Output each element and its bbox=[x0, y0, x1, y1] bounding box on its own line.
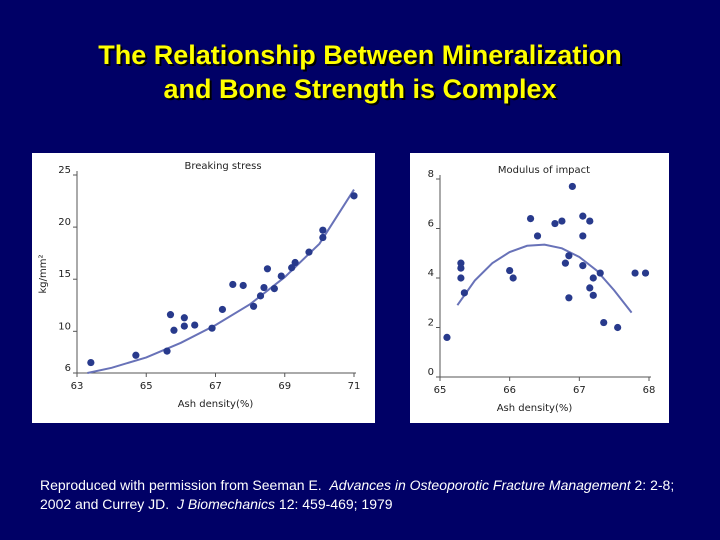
title-line-2: and Bone Strength is Complex bbox=[163, 74, 557, 104]
breaking-stress-plot: Breaking stress 6 10 15 20 25 63 65 67 69 71 Ash de… bbox=[38, 161, 361, 410]
data-point bbox=[526, 215, 535, 223]
x-tick-label: 68 bbox=[643, 385, 656, 396]
data-point bbox=[180, 322, 188, 330]
y-tick-label: 6 bbox=[428, 219, 434, 230]
x-tick-label: 66 bbox=[503, 385, 516, 396]
data-point bbox=[600, 318, 608, 327]
data-point bbox=[509, 274, 517, 282]
data-point bbox=[561, 259, 569, 267]
x-tick-label: 65 bbox=[140, 381, 153, 392]
x-tick-label: 69 bbox=[278, 381, 291, 392]
citation-ref-2: 12: 459-469; 1979 bbox=[278, 496, 393, 512]
x-tick-label: 67 bbox=[209, 381, 222, 392]
chart-title: Modulus of impact bbox=[498, 165, 590, 176]
data-point bbox=[277, 272, 285, 280]
data-point bbox=[631, 269, 639, 277]
x-axis-label: Ash density(%) bbox=[497, 403, 573, 414]
data-point bbox=[579, 212, 587, 220]
data-point bbox=[218, 305, 227, 314]
data-point bbox=[565, 294, 573, 302]
trend-curve bbox=[456, 243, 633, 314]
citation-prefix: Reproduced with permission from Seeman E… bbox=[40, 477, 322, 493]
data-point bbox=[586, 284, 594, 292]
data-point bbox=[596, 269, 604, 277]
data-point bbox=[443, 333, 451, 341]
x-axis-label: Ash density(%) bbox=[178, 399, 254, 410]
y-tick-label: 0 bbox=[428, 367, 434, 378]
citation-journal-2: J Biomechanics bbox=[176, 496, 276, 512]
data-point bbox=[319, 226, 327, 234]
data-point bbox=[589, 291, 597, 299]
y-tick-label: 6 bbox=[65, 363, 71, 374]
data-point bbox=[87, 358, 95, 367]
citation-journal-1: Advances in Osteoporotic Fracture Manage… bbox=[329, 477, 631, 493]
data-point bbox=[291, 258, 299, 267]
data-point bbox=[568, 182, 576, 191]
data-point bbox=[579, 232, 587, 240]
data-point bbox=[249, 302, 258, 310]
data-point bbox=[533, 232, 542, 240]
y-tick-label: 15 bbox=[58, 269, 71, 280]
x-tick-label: 63 bbox=[71, 381, 84, 392]
chart-title: Breaking stress bbox=[184, 161, 261, 172]
x-tick-label: 71 bbox=[348, 381, 361, 392]
data-point bbox=[229, 280, 237, 289]
data-point bbox=[350, 192, 358, 200]
data-point bbox=[170, 326, 178, 334]
data-point bbox=[551, 219, 559, 228]
y-tick-label: 25 bbox=[58, 165, 71, 176]
trend-curve bbox=[87, 189, 355, 374]
data-point bbox=[263, 265, 272, 273]
data-point bbox=[288, 264, 296, 272]
data-point bbox=[319, 233, 327, 242]
data-point bbox=[614, 323, 622, 332]
citation: Reproduced with permission from Seeman E… bbox=[40, 476, 680, 514]
data-point bbox=[579, 262, 587, 270]
data-point bbox=[305, 248, 313, 256]
data-point bbox=[558, 217, 566, 225]
title-line-1: The Relationship Between Mineralization bbox=[98, 40, 622, 70]
slide-title: The Relationship Between Mineralization … bbox=[30, 38, 690, 106]
data-point bbox=[506, 266, 514, 275]
data-point bbox=[460, 289, 468, 297]
data-point bbox=[163, 347, 171, 355]
data-point bbox=[565, 252, 573, 260]
data-point bbox=[586, 217, 594, 225]
data-point bbox=[270, 284, 278, 293]
y-tick-label: 4 bbox=[428, 268, 434, 279]
citation-ref-1: 2: 2-8; 2002 and Currey JD. bbox=[40, 477, 675, 512]
data-point bbox=[641, 269, 650, 277]
data-point bbox=[239, 281, 247, 290]
modulus-of-impact-chart: Modulus of impact 0 2 4 6 8 65 66 67 68 Ash densit… bbox=[410, 153, 669, 423]
data-point bbox=[180, 314, 188, 322]
data-point bbox=[208, 324, 216, 332]
data-point bbox=[457, 259, 465, 267]
data-point bbox=[457, 264, 465, 272]
y-tick-label: 20 bbox=[58, 217, 71, 228]
y-tick-label: 10 bbox=[58, 321, 71, 332]
data-point bbox=[166, 311, 175, 319]
data-point bbox=[260, 283, 268, 292]
y-tick-label: 8 bbox=[428, 169, 434, 180]
data-point bbox=[589, 274, 597, 282]
y-axis-label: kg/mm² bbox=[38, 255, 49, 294]
data-point bbox=[256, 292, 265, 300]
data-point bbox=[457, 274, 465, 282]
x-tick-label: 65 bbox=[434, 385, 447, 396]
data-point bbox=[191, 321, 199, 329]
breaking-stress-chart: Breaking stress 6 10 15 20 25 63 65 67 69 71 Ash de… bbox=[32, 153, 375, 423]
data-point bbox=[132, 351, 140, 359]
x-tick-label: 67 bbox=[573, 385, 586, 396]
y-tick-label: 2 bbox=[428, 318, 434, 329]
